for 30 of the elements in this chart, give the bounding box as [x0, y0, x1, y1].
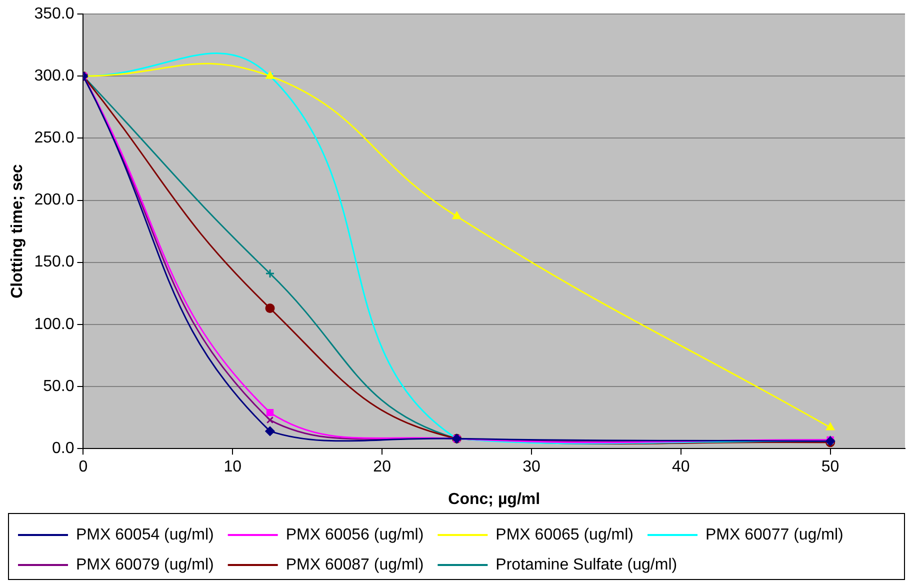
point: [265, 304, 275, 314]
x-tick-label: 50: [821, 458, 840, 476]
legend-label: PMX 60065 (ug/ml): [496, 526, 634, 544]
legend-label: PMX 60079 (ug/ml): [76, 556, 214, 574]
legend-label: PMX 60056 (ug/ml): [286, 526, 424, 544]
x-tick-label: 20: [373, 458, 392, 476]
y-tick-label: 350.0: [34, 5, 74, 22]
x-tick-label: 30: [522, 458, 540, 476]
point: [826, 422, 835, 430]
y-tick-label: 0.0: [52, 440, 74, 458]
point: [266, 409, 274, 416]
y-tick-label: 250.0: [34, 130, 74, 147]
y-tick-label: 200.0: [34, 192, 74, 209]
y-axis-title: Clotting time; sec: [9, 164, 26, 298]
x-tick-label: 40: [672, 458, 690, 476]
y-tick-label: 300.0: [34, 67, 74, 84]
x-tick-label: 10: [224, 458, 242, 476]
legend-label: PMX 60077 (ug/ml): [706, 526, 844, 544]
point: [265, 426, 275, 436]
y-tick-label: 100.0: [34, 316, 74, 333]
x-axis-title: Conc; µg/ml: [448, 490, 540, 508]
point: [265, 268, 275, 278]
x-tick-label: 0: [78, 458, 88, 476]
point: [452, 212, 461, 220]
legend-label: PMX 60054 (ug/ml): [76, 526, 214, 544]
legend-label: PMX 60087 (ug/ml): [286, 556, 424, 574]
y-tick-label: 50.0: [43, 378, 74, 395]
legend-label: Protamine Sulfate (ug/ml): [496, 556, 678, 574]
y-tick-label: 150.0: [34, 254, 74, 271]
point: [266, 416, 274, 424]
